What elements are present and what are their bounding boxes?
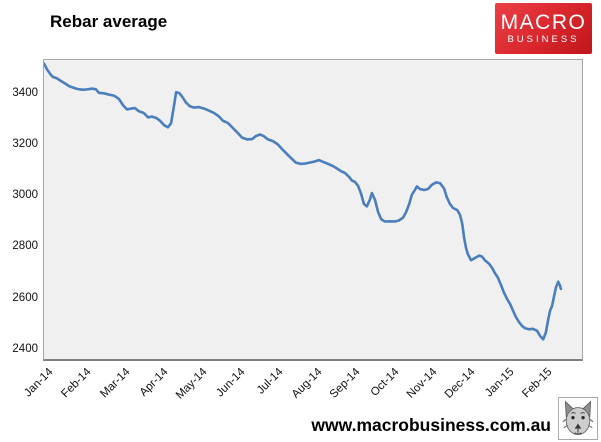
y-tick-label-3000: 3000 [12, 189, 38, 202]
logo-text-business: BUSINESS [507, 33, 580, 45]
y-tick-label-2800: 2800 [12, 240, 38, 253]
y-tick-label-3200: 3200 [12, 138, 38, 150]
rebar-price-line [44, 62, 563, 341]
macrobusiness-logo: MACRO BUSINESS [495, 3, 592, 54]
y-tick-label-2600: 2600 [12, 291, 38, 304]
website-url: www.macrobusiness.com.au [311, 415, 551, 435]
wolf-head-drawing [562, 400, 594, 435]
logo-text-macro: MACRO [500, 10, 587, 34]
plot-area [43, 59, 583, 361]
y-tick-label-2400: 2400 [12, 342, 38, 355]
chart-title: Rebar average [50, 12, 168, 31]
wolf-head-icon [558, 397, 598, 440]
y-tick-label-3400: 3400 [12, 86, 38, 99]
